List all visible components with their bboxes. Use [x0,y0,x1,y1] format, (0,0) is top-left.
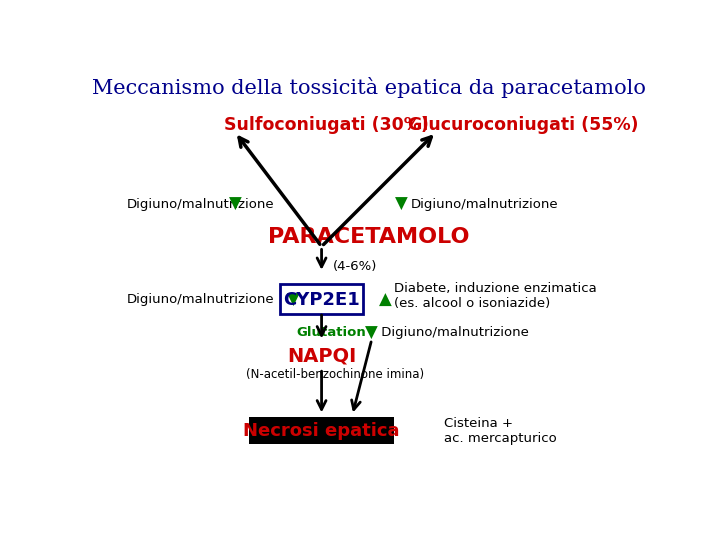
FancyBboxPatch shape [249,416,394,444]
Text: Cisteina +
ac. mercapturico: Cisteina + ac. mercapturico [444,417,557,445]
FancyBboxPatch shape [279,285,364,314]
Text: PARACETAMOLO: PARACETAMOLO [269,227,469,247]
Text: Diabete, induzione enzimatica
(es. alcool o isoniazide): Diabete, induzione enzimatica (es. alcoo… [394,282,597,310]
Text: (N-acetil-benzochinone imina): (N-acetil-benzochinone imina) [246,368,424,381]
Text: Digiuno/malnutrizione: Digiuno/malnutrizione [411,198,559,211]
Text: ▼: ▼ [287,291,300,309]
Text: Necrosi epatica: Necrosi epatica [243,422,400,440]
Text: NAPQI: NAPQI [287,346,356,366]
Text: (4-6%): (4-6%) [333,260,377,273]
Text: Digiuno/malnutrizione: Digiuno/malnutrizione [377,327,529,340]
Text: Digiuno/malnutrizione: Digiuno/malnutrizione [126,198,274,211]
Text: Glucuroconiugati (55%): Glucuroconiugati (55%) [408,116,639,134]
Text: Digiuno/malnutrizione: Digiuno/malnutrizione [126,293,274,306]
Text: Glutation: Glutation [297,327,366,340]
Text: Meccanismo della tossicità epatica da paracetamolo: Meccanismo della tossicità epatica da pa… [92,77,646,98]
Text: ▼: ▼ [366,324,378,342]
Text: ▲: ▲ [379,291,392,309]
Text: Sulfoconiugati (30%): Sulfoconiugati (30%) [224,116,429,134]
Text: ▼: ▼ [229,195,241,213]
Text: ▼: ▼ [395,195,408,213]
Text: CYP2E1: CYP2E1 [283,291,360,309]
